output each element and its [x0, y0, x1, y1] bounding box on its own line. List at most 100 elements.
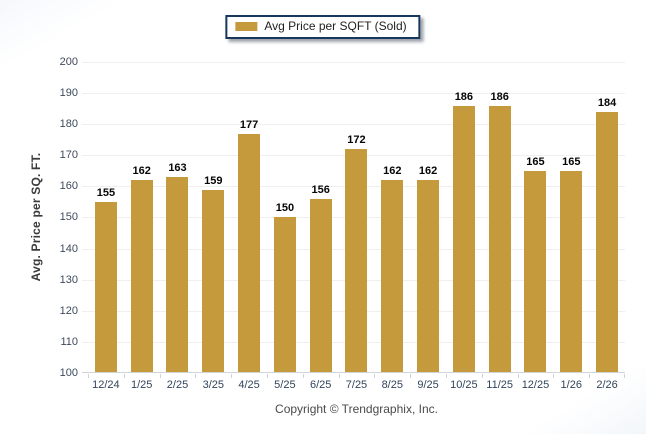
gridline [82, 124, 625, 125]
bar [560, 171, 583, 373]
bar-value-label: 159 [204, 175, 223, 187]
bar-slot: 172 [339, 62, 375, 373]
legend-swatch [235, 22, 258, 31]
x-axis-tick [88, 374, 89, 378]
bar-slot: 184 [589, 62, 625, 373]
x-tick-label: 2/26 [596, 379, 618, 391]
bar [452, 106, 475, 373]
x-axis-tick [339, 374, 340, 378]
bar-slot: 177 [231, 62, 267, 373]
bar-slot: 162 [410, 62, 446, 373]
bar-slot: 165 [553, 62, 589, 373]
bar [202, 190, 225, 373]
x-axis-tick [553, 374, 554, 378]
bar-slot: 165 [518, 62, 554, 373]
y-tick-label: 190 [59, 87, 78, 99]
plot-area: 155 162 163 159 177 150 156 172 162 162 186 186 165 1… [82, 62, 625, 373]
legend-label: Avg Price per SQFT (Sold) [264, 19, 407, 33]
gridline [82, 93, 625, 94]
bar [273, 217, 296, 373]
gridline [82, 62, 625, 63]
x-tick-label: 12/25 [521, 379, 550, 391]
y-tick-label: 180 [59, 118, 78, 130]
x-axis-tick [446, 374, 447, 378]
bar-slot: 186 [482, 62, 518, 373]
x-axis-tick [303, 374, 304, 378]
footer-copyright: Copyright © Trendgraphix, Inc. [275, 402, 438, 416]
x-tick-label: 4/25 [238, 379, 260, 391]
legend: Avg Price per SQFT (Sold) [225, 15, 421, 39]
bar-value-label: 150 [275, 202, 295, 214]
bar-value-label: 186 [454, 91, 474, 103]
x-tick-label: 2/25 [166, 379, 189, 391]
x-tick-label: 3/25 [202, 379, 224, 391]
x-axis-tick [624, 374, 625, 378]
x-axis-tick [160, 374, 161, 378]
y-tick-label: 100 [59, 367, 78, 379]
x-tick-label: 1/25 [130, 379, 153, 391]
x-tick-label: 10/25 [450, 379, 478, 391]
x-axis-ticks [88, 373, 625, 379]
x-tick-label: 1/26 [560, 379, 582, 391]
x-axis-tick [374, 374, 375, 378]
x-axis-line [82, 372, 625, 373]
x-axis-tick [589, 374, 590, 378]
bar [166, 177, 189, 373]
y-tick-label: 200 [59, 56, 78, 68]
x-tick-label: 12/24 [92, 379, 120, 391]
bar [524, 171, 547, 373]
x-axis-tick [518, 374, 519, 378]
bar-value-label: 156 [311, 184, 330, 196]
bar-slot: 156 [303, 62, 339, 373]
bar [345, 149, 368, 373]
bars: 155 162 163 159 177 150 156 172 162 162 186 186 165 1… [88, 62, 625, 373]
x-axis-tick [482, 374, 483, 378]
bar [238, 134, 261, 373]
x-axis-tick [124, 374, 125, 378]
bar-value-label: 165 [562, 156, 581, 168]
bar [596, 112, 619, 373]
y-tick-label: 170 [59, 149, 78, 161]
x-axis-tick [231, 374, 232, 378]
y-tick-label: 150 [59, 211, 78, 223]
bar-slot: 159 [195, 62, 231, 373]
y-tick-label: 140 [59, 243, 78, 255]
y-tick-label: 160 [59, 180, 78, 192]
bar-slot: 162 [124, 62, 160, 373]
bar-value-label: 184 [597, 97, 617, 109]
bar-slot: 162 [374, 62, 410, 373]
bar [488, 106, 511, 373]
bar-value-label: 177 [239, 119, 259, 131]
bar [417, 180, 440, 373]
y-tick-label: 130 [59, 274, 78, 286]
bar-slot: 186 [446, 62, 482, 373]
bar [309, 199, 332, 373]
x-tick-label: 6/25 [309, 379, 332, 391]
x-tick-label: 7/25 [345, 379, 368, 391]
bar-value-label: 162 [383, 165, 402, 177]
bar [94, 202, 117, 373]
bar-value-label: 165 [526, 156, 545, 168]
bar-value-label: 155 [96, 187, 116, 199]
x-tick-label: 5/25 [274, 379, 296, 391]
x-tick-label: 11/25 [486, 379, 514, 391]
y-tick-label: 120 [59, 305, 78, 317]
x-tick-labels: 12/24 1/25 2/25 3/25 4/25 5/25 6/25 7/25 8/25 9/2… [88, 379, 625, 392]
y-tick-label: 110 [60, 336, 78, 348]
bar-slot: 150 [267, 62, 303, 373]
bar-value-label: 172 [347, 134, 366, 146]
x-axis-tick [195, 374, 196, 378]
bar-value-label: 162 [418, 165, 438, 177]
bar-value-label: 163 [168, 162, 187, 174]
bar-slot: 163 [160, 62, 196, 373]
bar-value-label: 162 [132, 165, 151, 177]
x-tick-label: 9/25 [417, 379, 439, 391]
bar [130, 180, 153, 373]
y-tick-labels: 100 110 120 130 140 150 160 170 180 190 200 [0, 56, 83, 379]
x-axis-tick [410, 374, 411, 378]
bar [381, 180, 404, 373]
bar-value-label: 186 [490, 91, 509, 103]
bar-slot: 155 [88, 62, 124, 373]
x-axis-tick [267, 374, 268, 378]
